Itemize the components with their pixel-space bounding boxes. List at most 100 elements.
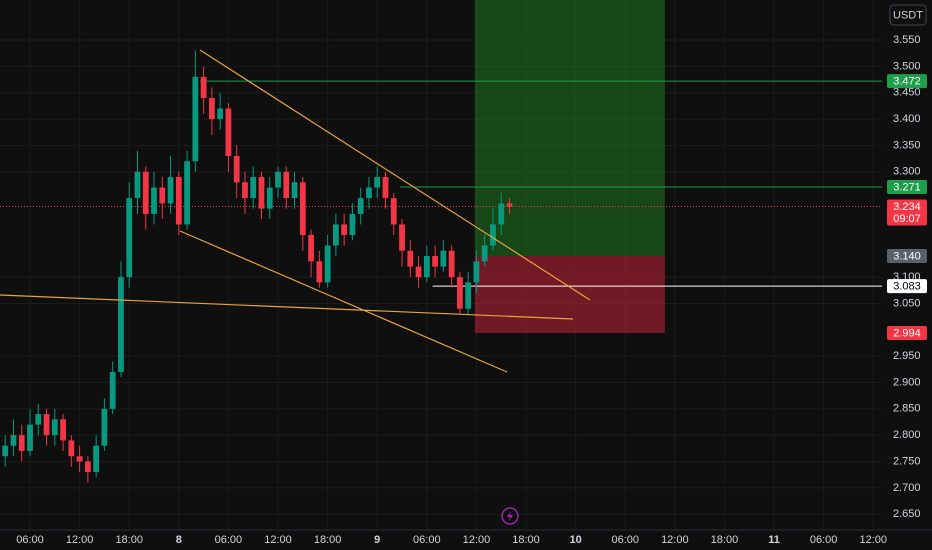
candle-body (101, 408, 108, 446)
y-tick-label: 3.500 (893, 60, 921, 72)
candle-body (357, 198, 364, 214)
x-tick-label: 18:00 (711, 534, 739, 546)
candle-body (142, 171, 149, 214)
candle-body (341, 224, 348, 235)
candle-body (76, 456, 83, 462)
axes: 3.5503.5003.4503.4003.3503.3003.1003.050… (16, 34, 927, 546)
candle-body (35, 414, 42, 425)
candle-body (465, 282, 472, 309)
y-tick-label: 2.950 (893, 350, 921, 362)
price-label: 3.234 (893, 201, 921, 213)
candle-body (374, 177, 381, 188)
currency-button[interactable] (889, 4, 927, 26)
candle-body (324, 245, 331, 283)
candle-body (68, 440, 75, 457)
candle-body (366, 187, 372, 199)
position-box (474, 0, 665, 333)
x-tick-label: 06:00 (215, 534, 243, 546)
y-tick-label: 2.800 (893, 429, 921, 441)
x-tick-label: 12:00 (66, 534, 94, 546)
x-tick-label: 12:00 (661, 534, 689, 546)
candle-body (250, 177, 257, 199)
candle-body (498, 203, 505, 225)
price-label-bg (887, 249, 927, 264)
candle-body (506, 203, 513, 207)
trendline (199, 49, 591, 301)
candle-body (423, 256, 430, 278)
x-tick-label: 06:00 (611, 534, 639, 546)
y-tick-label: 2.700 (893, 482, 921, 494)
y-tick-label: 3.400 (893, 113, 921, 125)
candle-body (126, 198, 133, 278)
x-tick-label: 06:00 (810, 534, 838, 546)
candles (2, 50, 513, 483)
y-tick-label: 2.650 (893, 508, 921, 520)
x-tick-label: 06:00 (16, 534, 44, 546)
candle-body (43, 414, 50, 436)
candle-body (175, 177, 182, 225)
candle-body (151, 187, 157, 214)
candle-body (60, 419, 66, 441)
candle-body (332, 224, 339, 246)
candle-body (109, 371, 116, 409)
candle-body (225, 108, 232, 156)
stop-zone (474, 256, 665, 333)
y-tick-label: 2.750 (893, 455, 921, 467)
price-label: 2.994 (893, 327, 921, 339)
candle-body (490, 224, 496, 246)
candle-body (192, 76, 199, 162)
price-label: 3.472 (893, 76, 921, 88)
candle-body (159, 187, 166, 204)
y-tick-label: 3.350 (893, 139, 921, 151)
events-icon[interactable] (501, 507, 519, 525)
x-tick-label: 18:00 (314, 534, 342, 546)
price-label-bg (887, 180, 927, 195)
x-tick-label: 12:00 (859, 534, 887, 546)
y-tick-label: 3.450 (893, 87, 921, 99)
price-label: 3.083 (893, 280, 921, 292)
candle-body (291, 182, 298, 199)
x-tick-label: 06:00 (413, 534, 441, 546)
x-tick-label: 18:00 (115, 534, 143, 546)
price-label-bg (887, 74, 927, 89)
candle-body (184, 161, 190, 225)
trendline (0, 294, 574, 320)
candle-body (283, 171, 290, 199)
candle-body (275, 171, 281, 188)
candle-body (399, 224, 405, 251)
candle-body (349, 213, 356, 235)
candle-body (266, 187, 273, 209)
candle-body (2, 445, 9, 457)
candle-body (456, 277, 463, 309)
candle-body (308, 234, 314, 262)
candle-body (200, 76, 207, 98)
candle-body (10, 435, 17, 446)
candle-body (242, 182, 248, 199)
trendline (179, 230, 508, 373)
candle-body (407, 250, 414, 267)
candle-body (167, 177, 174, 204)
candle-body (316, 261, 323, 283)
y-tick-label: 3.550 (893, 34, 921, 46)
currency: USDT (893, 9, 923, 21)
candle-body (208, 97, 215, 120)
candle-body (84, 461, 91, 473)
candle-body (473, 261, 480, 283)
candle-body (390, 198, 397, 225)
candle-body (18, 435, 25, 451)
candle-body (299, 182, 306, 235)
candle-body (448, 250, 455, 278)
x-tick-label: 8 (176, 534, 182, 546)
candle-body (134, 171, 141, 199)
candle-body (27, 424, 33, 451)
price-label-bg (887, 199, 927, 226)
target-zone (474, 0, 665, 257)
lightning (507, 511, 513, 521)
x-tick-label: 18:00 (512, 534, 540, 546)
price-label: 3.140 (893, 250, 921, 262)
y-tick-label: 3.050 (893, 297, 921, 309)
y-tick-label: 2.900 (893, 376, 921, 388)
